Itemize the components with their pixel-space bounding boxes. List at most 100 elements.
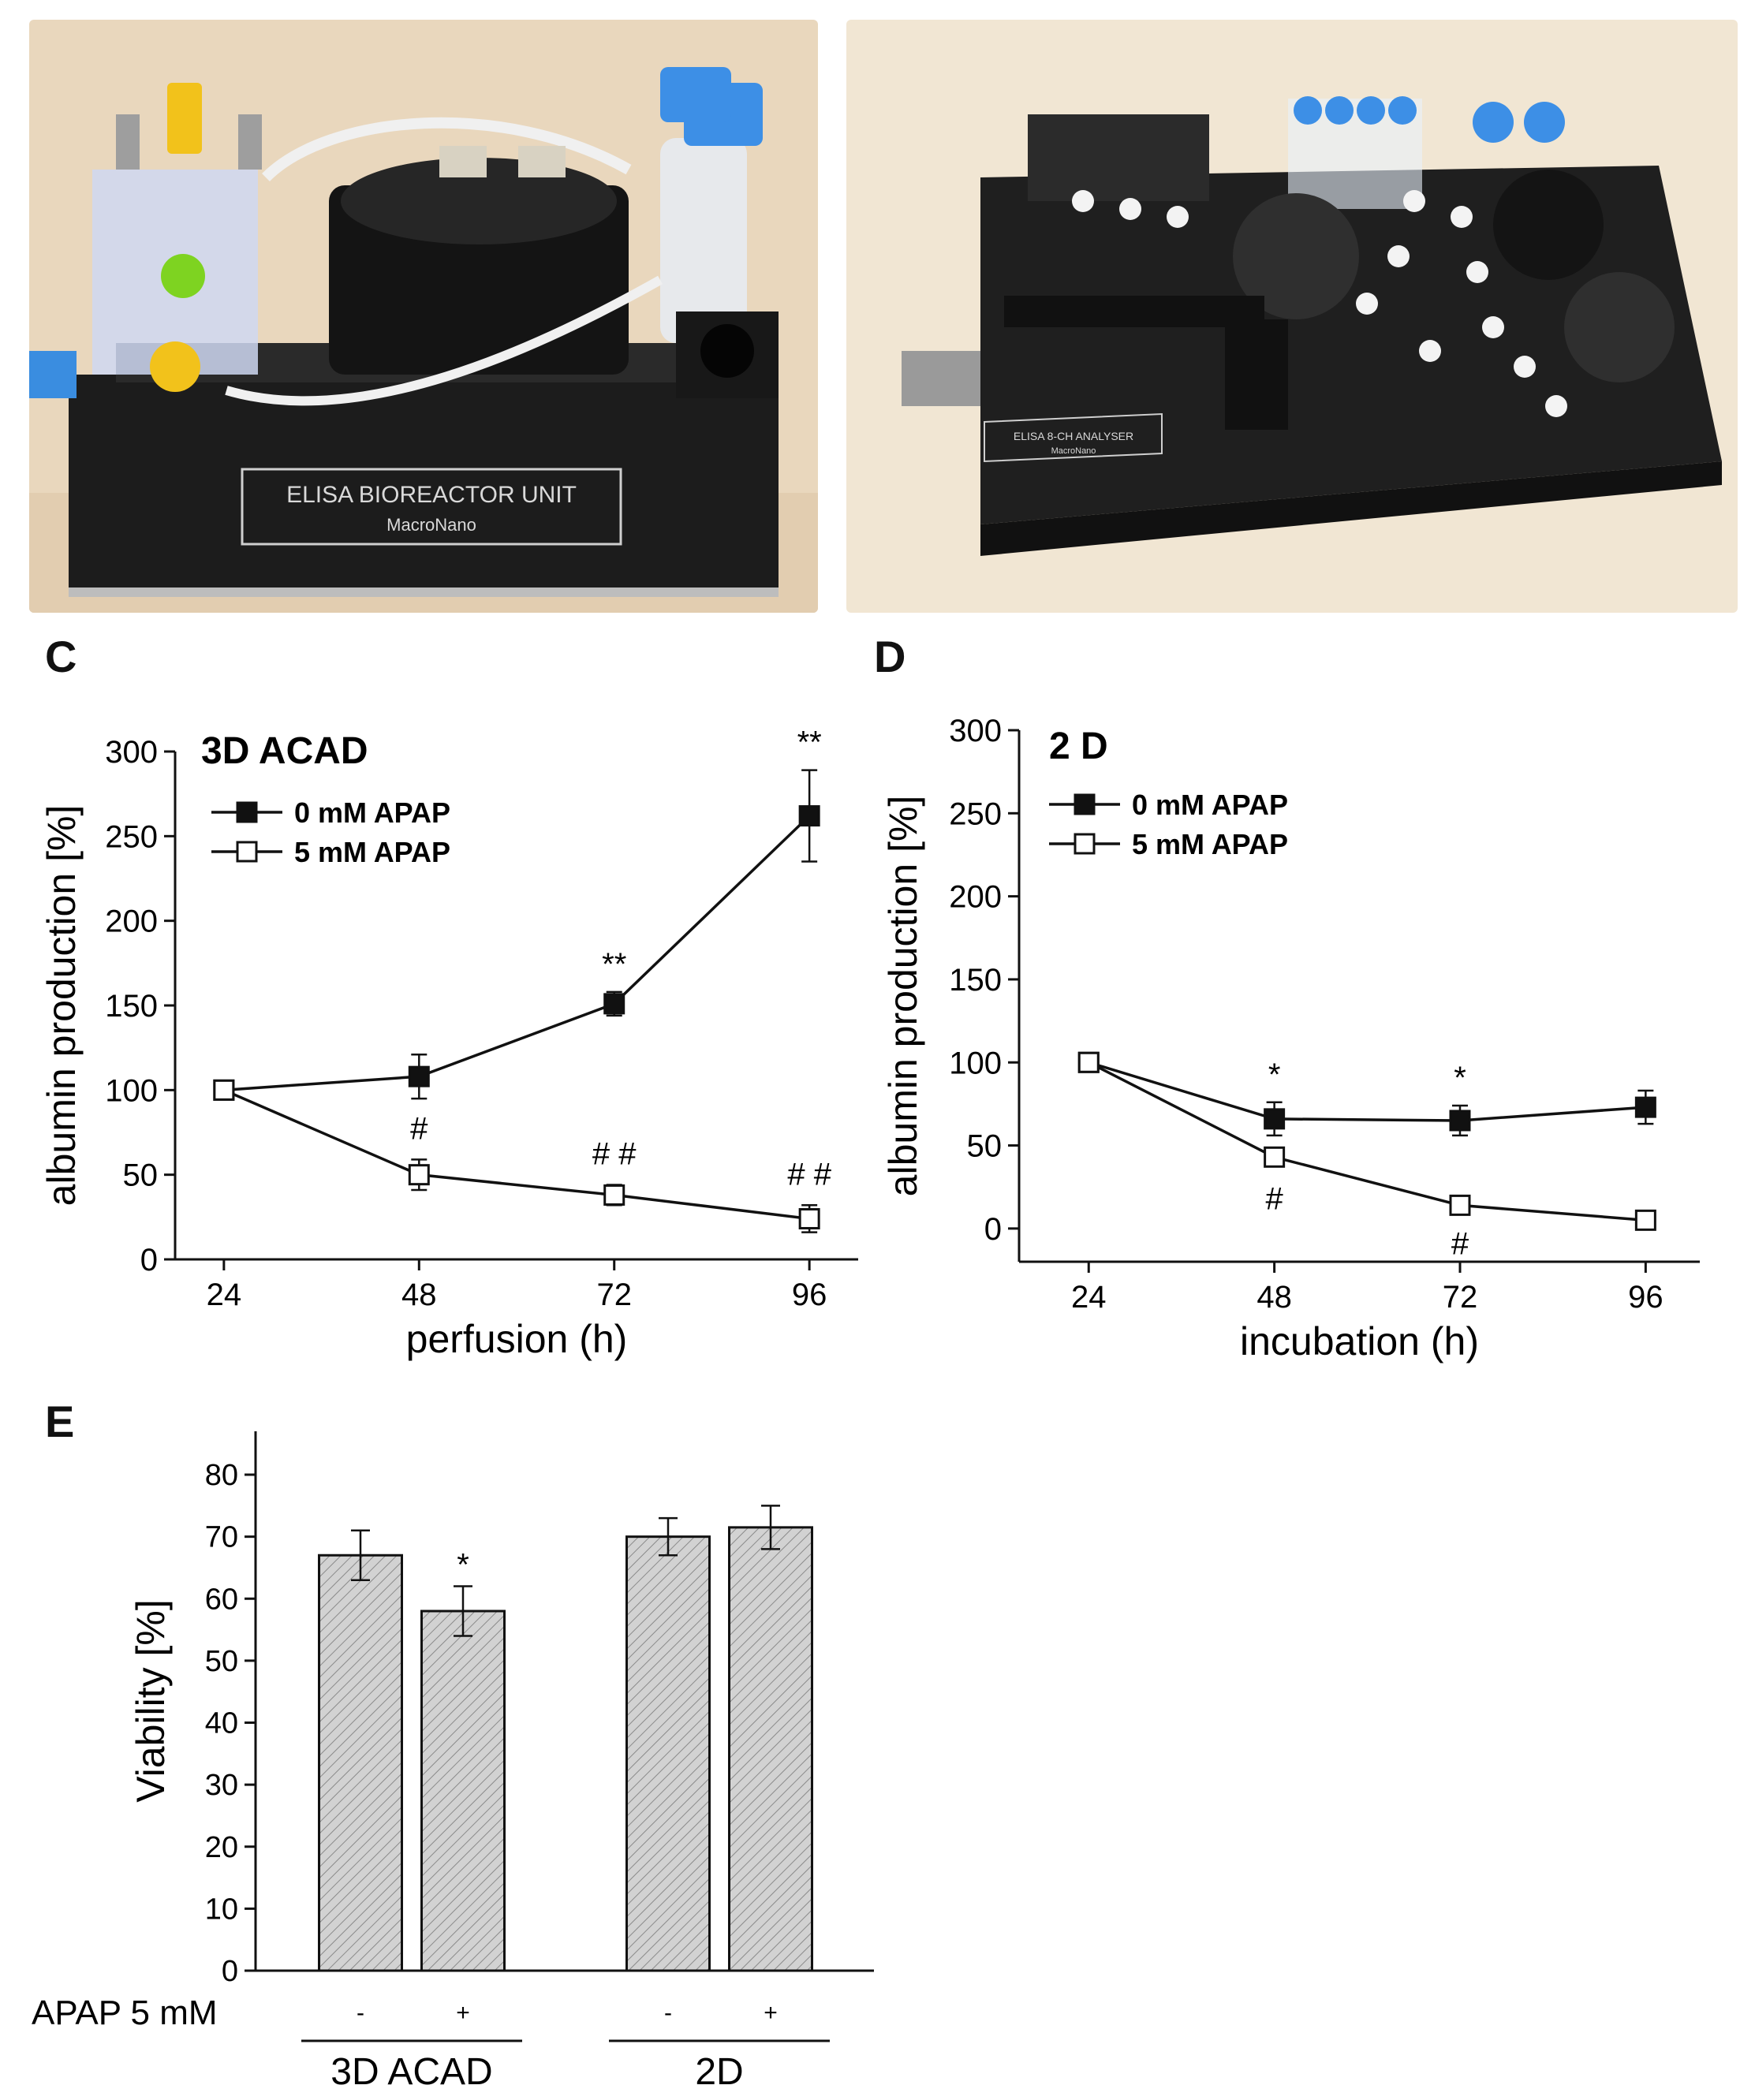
- chart-title: 2 D: [1049, 725, 1108, 767]
- photo-analyser: ELISA 8-CH ANALYSER MacroNano: [846, 20, 1738, 613]
- analyser-illustration: ELISA 8-CH ANALYSER MacroNano: [846, 20, 1738, 613]
- y-tick-label: 0: [140, 1243, 158, 1278]
- series-line: [1088, 1061, 1646, 1122]
- y-tick-label: 50: [967, 1129, 1003, 1164]
- treatment-label: -: [357, 2000, 364, 2026]
- significance-annotation: *: [457, 1548, 469, 1583]
- data-point: [798, 1207, 820, 1229]
- y-tick-label: 150: [949, 963, 1002, 998]
- y-tick-label: 150: [105, 989, 158, 1024]
- data-point: [1449, 1194, 1471, 1216]
- bar: [318, 1554, 403, 1972]
- group-label: 2D: [695, 2051, 743, 2093]
- bar: [625, 1535, 711, 1972]
- device-label-b: ELISA 8-CH ANALYSER: [1014, 430, 1133, 442]
- legend-entry: 5 mM APAP: [294, 836, 450, 868]
- bar: [728, 1526, 813, 1972]
- treatment-label: +: [764, 2000, 778, 2026]
- chart-title: 3D ACAD: [201, 730, 368, 772]
- y-tick-label: 250: [949, 796, 1002, 831]
- x-axis-label: perfusion (h): [406, 1317, 628, 1361]
- data-point: [603, 993, 625, 1015]
- legend-marker: [1074, 793, 1096, 815]
- y-tick-label: 100: [105, 1073, 158, 1108]
- chart-d-albumin-2d: 0 50 100 150 200 250 300 24 48 72 96 incubation (h)…: [881, 714, 1700, 1363]
- data-point: [1264, 1108, 1286, 1130]
- significance-annotation: #: [1451, 1227, 1469, 1262]
- y-tick-label: 200: [949, 880, 1002, 915]
- y-tick-label: 300: [105, 735, 158, 770]
- data-point: [408, 1065, 430, 1087]
- chart-e-viability: 0 10 20 30 40 50 60 70 80 Viability [%] - * +3D ACAD…: [32, 1431, 874, 2093]
- x-tick-label: 48: [401, 1278, 437, 1312]
- treatment-row-label: APAP 5 mM: [32, 1994, 218, 2032]
- y-tick-label: 60: [205, 1583, 238, 1616]
- significance-annotation: # #: [787, 1157, 831, 1192]
- x-tick-label: 72: [596, 1278, 632, 1312]
- legend-marker: [1074, 833, 1096, 855]
- legend-entry: 5 mM APAP: [1132, 828, 1288, 860]
- x-axis-label: incubation (h): [1240, 1319, 1479, 1363]
- bar: [420, 1610, 506, 1972]
- significance-annotation: *: [1268, 1057, 1281, 1092]
- panel-letter-d: D: [874, 632, 906, 681]
- significance-annotation: **: [602, 947, 626, 982]
- data-point: [408, 1164, 430, 1186]
- significance-annotation: #: [1266, 1182, 1284, 1217]
- device-brand-a: MacroNano: [386, 515, 476, 535]
- chart-c-albumin-3d: 0 50 100 150 200 250 300 24 48 72 96 perfusion (h) a…: [39, 725, 858, 1361]
- group-label: 3D ACAD: [330, 2051, 492, 2093]
- y-tick-label: 80: [205, 1459, 238, 1492]
- y-tick-label: 300: [949, 714, 1002, 748]
- data-point: [1264, 1146, 1286, 1168]
- series-line: [223, 1088, 810, 1221]
- y-tick-label: 250: [105, 819, 158, 854]
- significance-annotation: # #: [592, 1137, 637, 1172]
- y-tick-label: 70: [205, 1521, 238, 1554]
- y-tick-label: 40: [205, 1707, 238, 1740]
- y-tick-label: 20: [205, 1831, 238, 1864]
- device-label-a: ELISA BIOREACTOR UNIT: [286, 482, 577, 508]
- y-tick-label: 100: [949, 1046, 1002, 1080]
- y-tick-label: 0: [984, 1212, 1002, 1247]
- significance-annotation: **: [797, 725, 822, 760]
- y-tick-label: 200: [105, 905, 158, 939]
- x-tick-label: 48: [1257, 1280, 1292, 1315]
- x-tick-label: 24: [1071, 1280, 1107, 1315]
- data-point: [603, 1184, 625, 1206]
- panel-letter-c: C: [45, 632, 77, 681]
- y-axis-label: albumin production [%]: [881, 796, 925, 1197]
- significance-annotation: *: [1454, 1061, 1466, 1095]
- x-tick-label: 24: [207, 1278, 242, 1312]
- series-line: [1088, 1061, 1646, 1222]
- y-tick-label: 50: [123, 1158, 159, 1193]
- series-line: [223, 815, 811, 1092]
- legend-entry: 0 mM APAP: [294, 796, 450, 829]
- y-tick-label: 0: [222, 1955, 238, 1988]
- device-brand-b: MacroNano: [1051, 446, 1096, 456]
- x-tick-label: 96: [1628, 1280, 1664, 1315]
- data-point: [1634, 1096, 1656, 1118]
- data-point: [213, 1079, 235, 1101]
- y-axis-label: albumin production [%]: [39, 805, 84, 1207]
- y-tick-label: 30: [205, 1769, 238, 1802]
- legend-entry: 0 mM APAP: [1132, 789, 1288, 821]
- y-axis-label: Viability [%]: [129, 1599, 173, 1803]
- y-tick-label: 50: [205, 1645, 238, 1678]
- legend-marker: [236, 841, 258, 863]
- x-tick-label: 96: [792, 1278, 827, 1312]
- legend-marker: [236, 801, 258, 823]
- significance-annotation: #: [410, 1111, 428, 1146]
- photo-bioreactor-unit: ELISA BIOREACTOR UNIT MacroNano: [29, 20, 818, 613]
- data-point: [1077, 1051, 1100, 1073]
- data-point: [798, 805, 820, 827]
- data-point: [1449, 1110, 1471, 1132]
- x-tick-label: 72: [1443, 1280, 1478, 1315]
- data-point: [1634, 1209, 1656, 1231]
- treatment-label: +: [456, 2000, 470, 2026]
- y-tick-label: 10: [205, 1893, 238, 1926]
- bioreactor-illustration: ELISA BIOREACTOR UNIT MacroNano: [29, 20, 818, 613]
- treatment-label: -: [664, 2000, 672, 2026]
- panel-letter-e: E: [45, 1397, 75, 1446]
